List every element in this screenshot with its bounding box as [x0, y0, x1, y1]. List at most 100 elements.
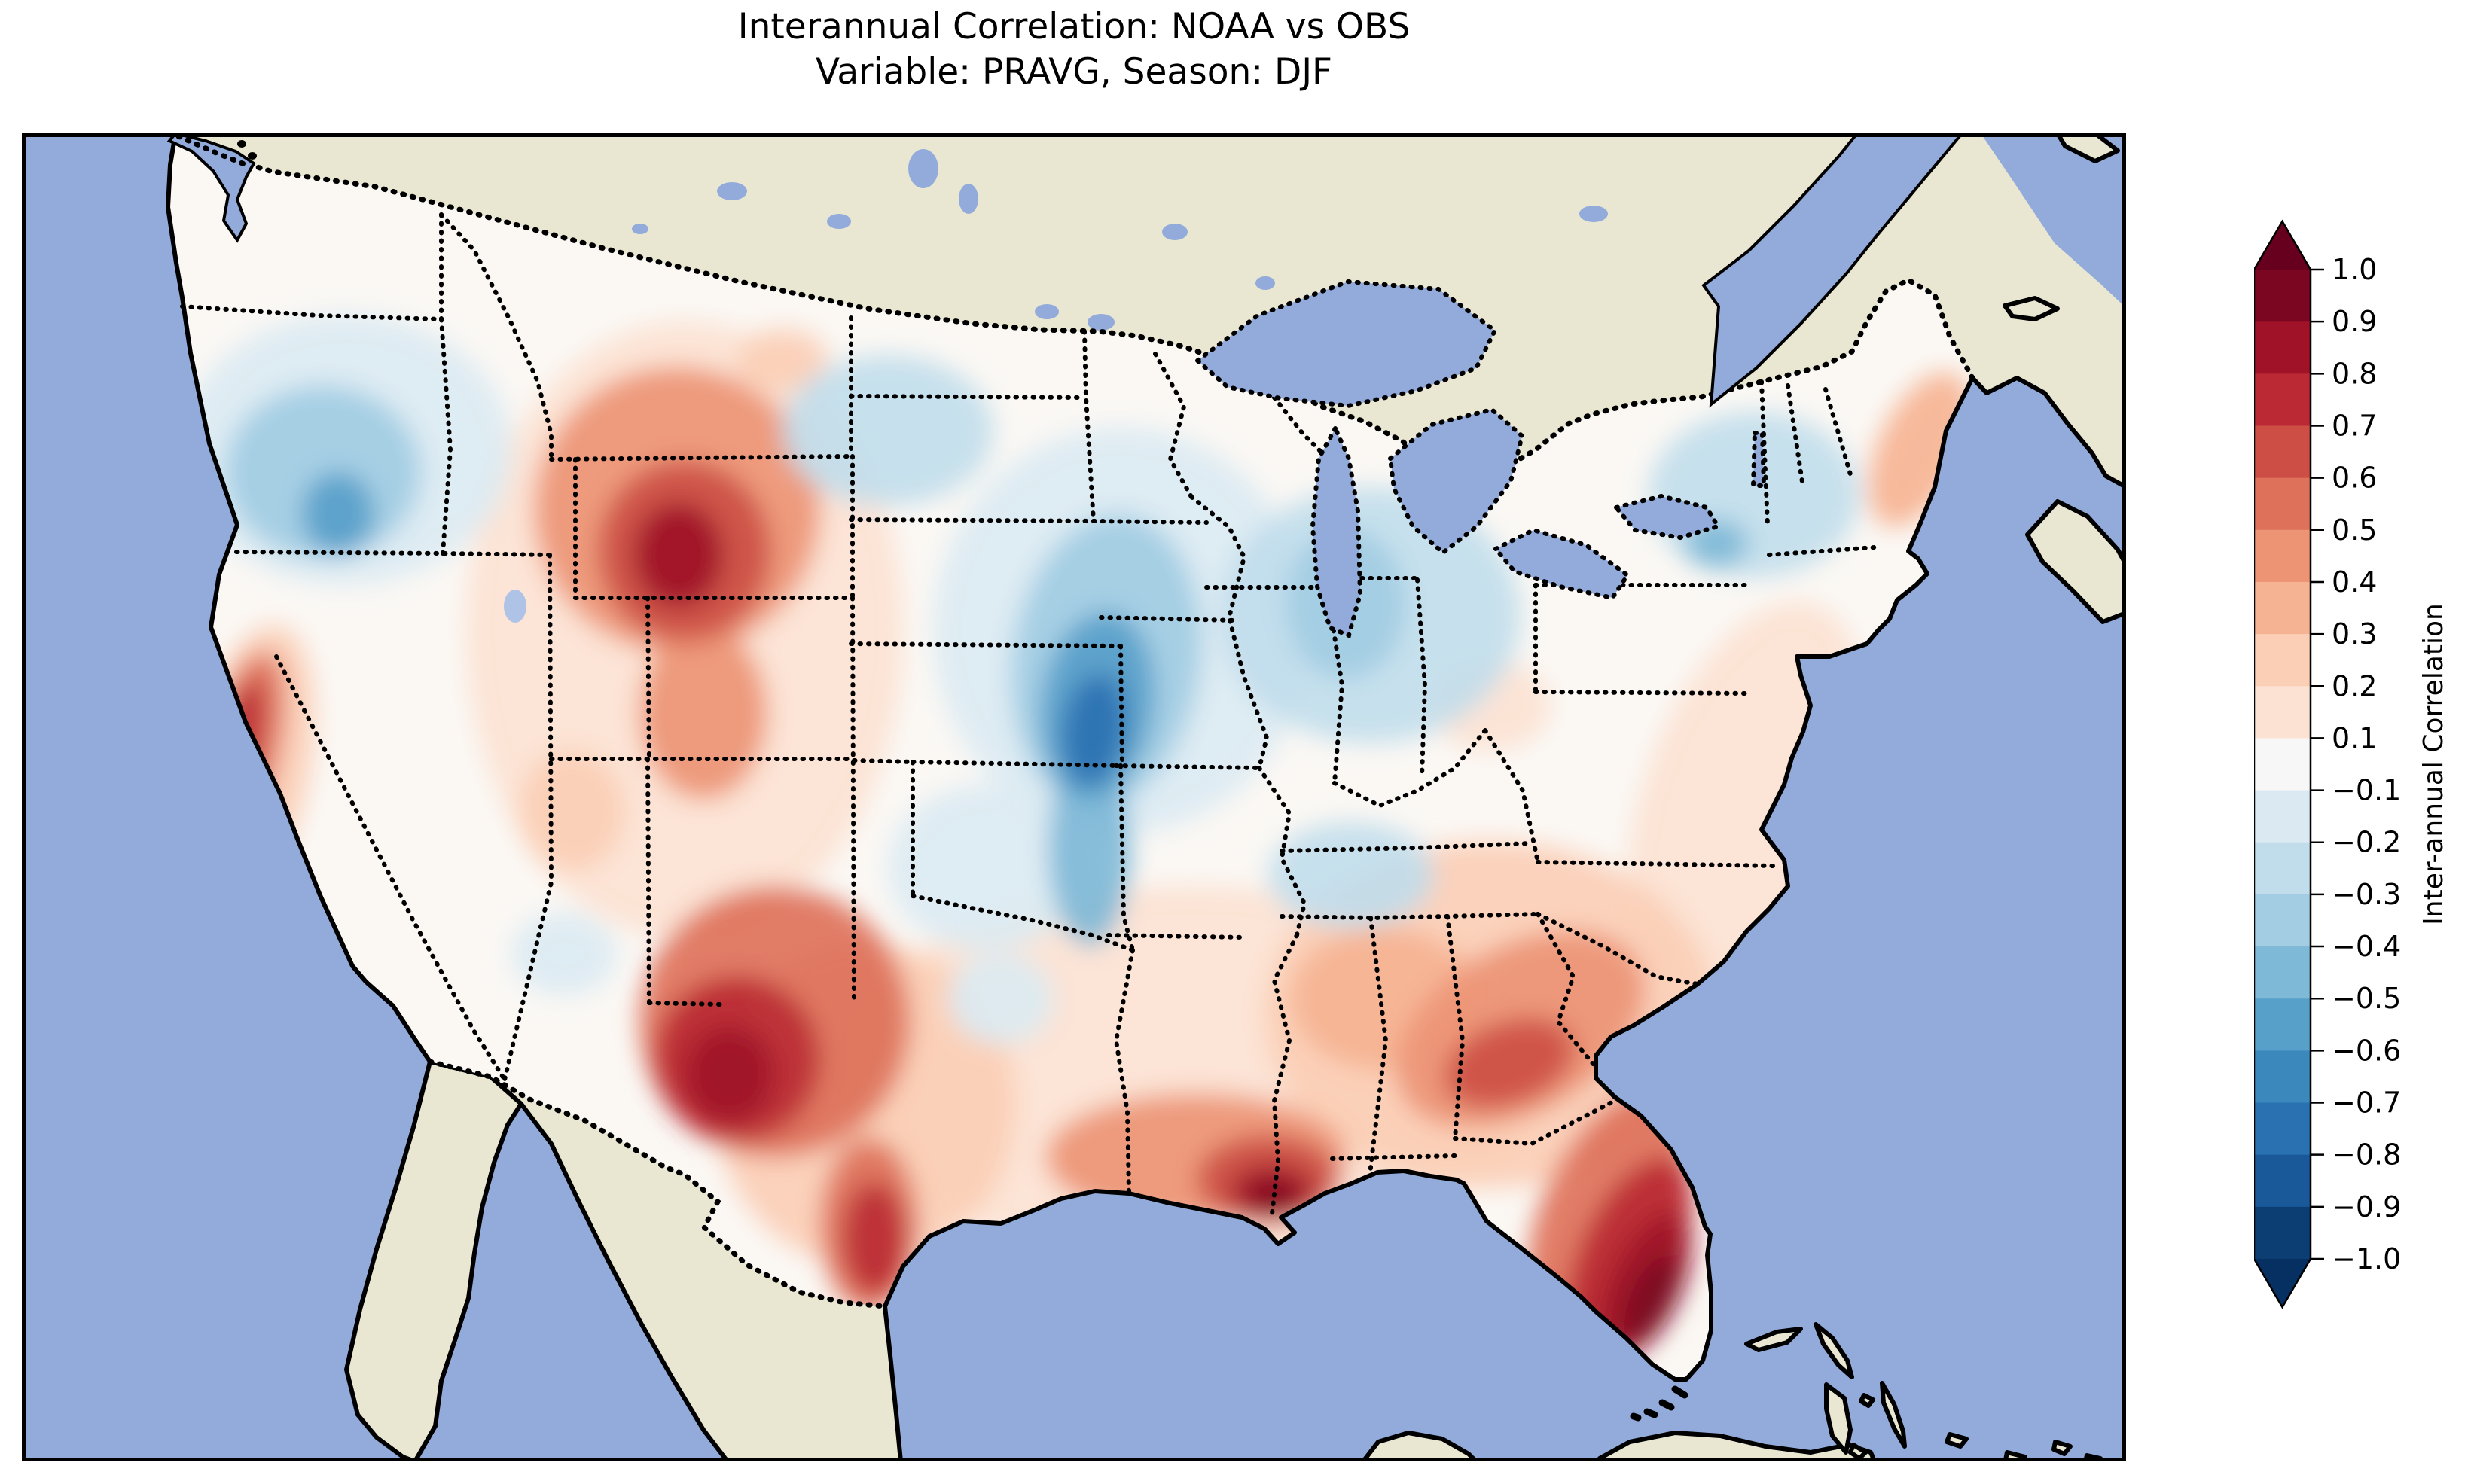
correlation-feature-plains-ks: [888, 785, 1084, 950]
colorbar-segment: [2254, 1206, 2311, 1260]
colorbar-tick-label: 0.7: [2332, 409, 2377, 442]
colorbar-segment: [2254, 894, 2311, 947]
lake-champlain: [1750, 431, 1767, 488]
colorbar-segment: [2254, 738, 2311, 791]
great-lakes: [1194, 279, 1722, 639]
canadian-lake: [717, 182, 747, 200]
state-border: [1536, 912, 1700, 986]
correlation-feature-dakotas: [782, 355, 993, 506]
colorbar-segment: [2254, 373, 2311, 427]
state-border: [1483, 728, 1540, 864]
mexico-pacific-coastline: [519, 1102, 730, 1461]
state-border: [1113, 948, 1135, 1193]
state-border: [1082, 329, 1096, 523]
state-border: [502, 553, 554, 1082]
state-border: [274, 654, 507, 1082]
title-line-1: Interannual Correlation: NOAA vs OBS: [737, 6, 1411, 47]
colorbar-segment: [2254, 842, 2311, 895]
state-border: [1453, 1099, 1617, 1147]
colorbar-tick-label: 1.0: [2332, 253, 2377, 286]
colorbar-tick-label: −1.0: [2332, 1242, 2401, 1275]
colorbar-segment: [2254, 270, 2311, 322]
state-border: [852, 758, 915, 764]
great-salt-lake: [504, 590, 526, 623]
correlation-feature-mo-valley: [1048, 751, 1131, 946]
canadian-lake: [1579, 206, 1608, 222]
state-border: [180, 304, 444, 321]
correlation-feature-south-texas-core: [843, 1182, 906, 1295]
san-juan-islet: [237, 140, 246, 148]
lake-michigan: [1310, 423, 1363, 639]
state-border: [1280, 912, 1540, 921]
bahamas-islands: [1744, 1322, 2103, 1461]
correlation-feature-georgia-core: [1444, 1017, 1575, 1109]
state-border: [1368, 916, 1389, 1176]
state-border: [1099, 615, 1239, 623]
colorbar-tick-label: −0.4: [2332, 930, 2401, 963]
colorbar-tick-label: −0.1: [2332, 774, 2401, 807]
lake-erie: [1492, 527, 1631, 601]
colorbar-tick-label: −0.3: [2332, 878, 2401, 911]
colorbar-panel: 1.0 0.9 0.8 0.7 0.6 0.5 0.4 0.3 0.2 0.1 −0.1 −0.2 −0…: [2254, 211, 2474, 1340]
colorbar-tick-label: 0.6: [2332, 462, 2377, 495]
colorbar-tick-label: −0.8: [2332, 1138, 2401, 1172]
state-border: [645, 596, 651, 761]
state-border: [1153, 352, 1194, 499]
correlation-feature-montana-core2: [633, 502, 724, 608]
state-border: [1118, 644, 1124, 768]
colorbar-axis-label: Inter-annual Correlation: [2418, 603, 2449, 925]
colorbar-tick-label: 0.4: [2332, 565, 2377, 599]
canadian-lake: [632, 224, 648, 234]
correlation-feature-utah-patch: [519, 751, 624, 871]
colorbar-segment: [2254, 998, 2311, 1051]
state-border: [911, 894, 1135, 952]
colorbar-tick-label: −0.5: [2332, 982, 2401, 1015]
state-border: [647, 1001, 724, 1007]
prince-edward-island: [2003, 296, 2060, 321]
state-border: [1272, 395, 1326, 457]
colorbar-tick-label: 0.3: [2332, 617, 2377, 651]
canadian-lake: [959, 184, 978, 214]
state-border: [1533, 690, 1749, 696]
correlation-feature-ky-tn: [1268, 822, 1434, 928]
colorbar-tick-label: −0.6: [2332, 1034, 2401, 1067]
state-border: [1106, 933, 1246, 940]
colorbar-segment: [2254, 634, 2311, 687]
state-border: [1415, 577, 1428, 778]
state-border: [1091, 519, 1209, 525]
canadian-lake: [908, 149, 938, 188]
colorbar-segment: [2254, 1154, 2311, 1208]
state-border: [549, 454, 853, 462]
state-border: [850, 596, 856, 1005]
state-border: [1118, 763, 1135, 952]
colorbar-segment: [2254, 477, 2311, 531]
correlation-feature-ne-tx-spot: [948, 954, 1054, 1044]
state-border: [234, 550, 552, 557]
colorbar-segment: [2254, 425, 2311, 479]
colorbar-segment: [2254, 529, 2311, 583]
st-lawrence-river: [1701, 133, 1964, 408]
colorbar-tick-label: 0.8: [2332, 357, 2377, 390]
state-border: [1332, 728, 1487, 809]
title-line-2: Variable: PRAVG, Season: DJF: [815, 51, 1333, 93]
state-border: [1786, 383, 1805, 489]
colorbar-segment: [2254, 581, 2311, 635]
florida-keys: [1630, 1385, 1688, 1422]
colorbar-tick-label: −0.2: [2332, 826, 2401, 859]
canadian-lake: [1255, 276, 1275, 290]
canada-lakes: [632, 149, 1608, 331]
canadian-lake: [1162, 224, 1188, 240]
colorbar-tick-label: −0.7: [2332, 1086, 2401, 1120]
correlation-feature-stlawrence-spot: [1685, 520, 1748, 568]
nova-scotia-island: [2025, 499, 2126, 624]
whidbey-islet: [248, 152, 257, 160]
colorbar-under-arrow: [2254, 1259, 2311, 1307]
canadian-lake: [1035, 304, 1059, 319]
colorbar-segment: [2254, 790, 2311, 843]
colorbar-over-arrow: [2254, 221, 2311, 270]
state-border: [1536, 912, 1597, 1068]
canadian-lake: [827, 214, 851, 229]
canada-landmass: [175, 133, 2126, 494]
state-border: [1767, 545, 1877, 557]
lake-ontario: [1612, 493, 1722, 541]
